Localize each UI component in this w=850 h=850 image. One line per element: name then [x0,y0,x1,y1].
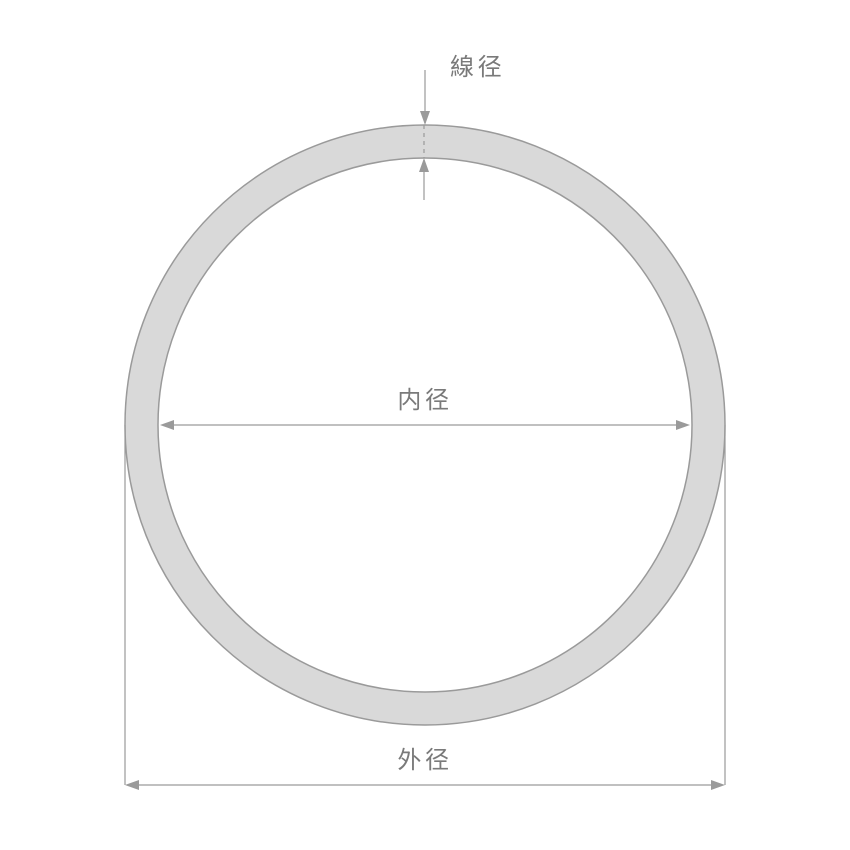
arrowhead [125,780,139,790]
arrowhead [711,780,725,790]
arrowhead [160,420,174,430]
inner-diameter-label: 内径 [397,387,452,414]
arrowhead [419,158,429,172]
wire-thickness-label: 線径 [450,54,505,81]
arrowhead [676,420,690,430]
arrowhead [420,111,430,125]
ring-dimension-diagram: 線径内径外径 [0,0,850,850]
outer-diameter-label: 外径 [397,747,452,774]
